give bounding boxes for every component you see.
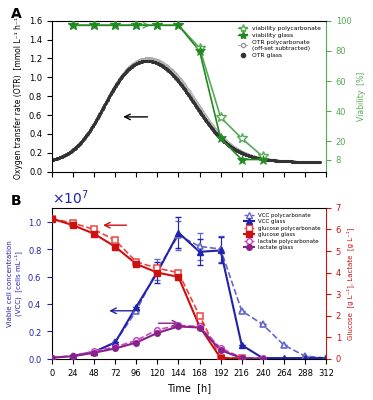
Legend: VCC polycarbonate, VCC glass, glucose polycarbonate, glucose glass, lactate poly: VCC polycarbonate, VCC glass, glucose po…: [242, 211, 323, 252]
Text: B: B: [11, 194, 22, 208]
Text: A: A: [11, 7, 22, 21]
X-axis label: Time  [h]: Time [h]: [167, 383, 211, 393]
Y-axis label: Glucose  [g L⁻¹], Lactate  [g L⁻¹]: Glucose [g L⁻¹], Lactate [g L⁻¹]: [347, 227, 354, 340]
Y-axis label: Oxygen transfer rate (OTR)  [mmol L⁻¹ h⁻¹]: Oxygen transfer rate (OTR) [mmol L⁻¹ h⁻¹…: [15, 14, 23, 178]
Y-axis label: Viable cell concentration
(VCC)  [cells mL⁻¹]: Viable cell concentration (VCC) [cells m…: [7, 240, 22, 327]
Y-axis label: Viability  [%]: Viability [%]: [357, 72, 366, 121]
Legend: viability polycarbonate, viability glass, OTR polycarbonate
(off-set subtracted): viability polycarbonate, viability glass…: [236, 24, 323, 60]
